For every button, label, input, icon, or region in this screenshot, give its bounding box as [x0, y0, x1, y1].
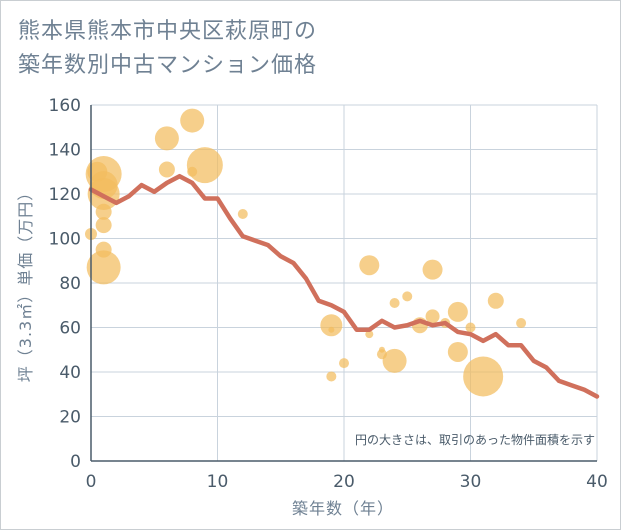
y-axis-label: 坪（3.3㎡）単価（万円） — [16, 184, 35, 382]
x-axis-label: 築年数（年） — [292, 499, 394, 518]
bubble-point-15 — [320, 314, 343, 337]
trend-line — [88, 173, 600, 399]
bubble-point-33 — [463, 356, 504, 397]
chart-title: 熊本県熊本市中央区萩原町の 築年数別中古マンション価格 — [18, 15, 317, 83]
axes — [90, 105, 597, 462]
bubble-point-25 — [402, 291, 413, 302]
y-tick-label-60: 60 — [59, 319, 81, 339]
x-tick-label-0: 0 — [86, 472, 97, 492]
bubble-point-16 — [328, 326, 335, 333]
bubble-series — [85, 108, 527, 397]
size-annotation: 円の大きさは、取引のあった物件面積を示す — [355, 432, 595, 447]
chart-title-line-2: 築年数別中古マンション価格 — [18, 53, 318, 78]
bubble-point-23 — [389, 298, 400, 309]
y-tick-label-20: 20 — [59, 408, 81, 428]
x-tick-label-20: 20 — [333, 472, 355, 492]
y-tick-label-120: 120 — [49, 185, 81, 205]
bubble-point-17 — [326, 371, 337, 382]
bubble-point-20 — [365, 330, 374, 339]
x-tick-label-40: 40 — [586, 472, 608, 492]
x-tick-label-10: 10 — [207, 472, 229, 492]
bubble-point-18 — [339, 358, 349, 369]
y-tick-label-40: 40 — [59, 363, 81, 383]
bubble-point-6 — [95, 217, 112, 234]
bubble-point-10 — [158, 161, 175, 178]
y-tick-labels: 0 20 40 60 80 100 120 140 160 — [49, 96, 81, 472]
y-tick-label-80: 80 — [59, 274, 81, 294]
bubble-point-27 — [422, 259, 443, 280]
y-tick-label-160: 160 — [49, 96, 81, 116]
trend-line-group — [88, 173, 600, 399]
bubble-point-32 — [465, 322, 476, 333]
x-tick-labels: 0 10 20 30 40 — [86, 472, 608, 492]
bubble-point-14 — [237, 209, 248, 220]
x-tick-label-30: 30 — [460, 472, 482, 492]
y-tick-label-0: 0 — [70, 452, 81, 472]
grid-lines — [90, 104, 598, 462]
y-tick-label-100: 100 — [49, 230, 81, 250]
y-tick-label-140: 140 — [49, 141, 81, 161]
chart-title-line-1: 熊本県熊本市中央区萩原町の — [18, 19, 318, 44]
bubble-point-24 — [382, 348, 407, 373]
bubble-point-28 — [425, 309, 440, 324]
bubble-point-11 — [180, 108, 205, 133]
bubble-point-19 — [359, 255, 380, 276]
bubble-point-31 — [447, 341, 468, 362]
bubble-point-5 — [95, 203, 112, 220]
bubble-point-34 — [487, 292, 504, 309]
bubble-point-9 — [154, 126, 179, 151]
bubble-point-35 — [516, 318, 527, 329]
bubble-point-8 — [86, 250, 121, 285]
bubble-point-13 — [186, 147, 223, 184]
bubble-point-30 — [447, 301, 468, 322]
